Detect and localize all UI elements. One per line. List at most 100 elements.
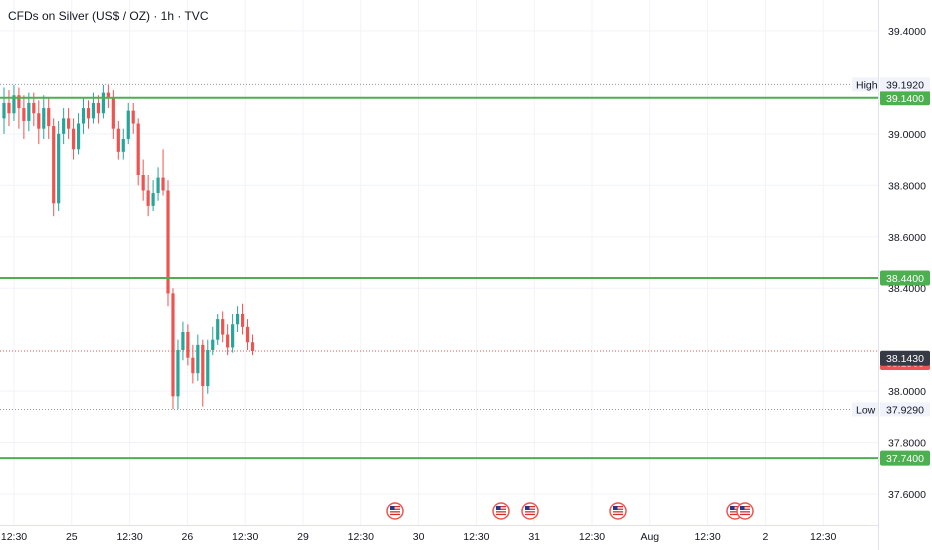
x-tick-label: 12:30 bbox=[116, 531, 142, 543]
x-tick-label: 12:30 bbox=[810, 531, 836, 543]
price-axis[interactable]: 39.4000 39.0000 38.8000 38.6000 38.4000 38.00… bbox=[888, 26, 926, 501]
flag-stripe bbox=[525, 508, 535, 510]
candle-body bbox=[32, 102, 36, 114]
event-markers[interactable] bbox=[386, 502, 754, 520]
candle-body bbox=[52, 126, 56, 204]
flag-canton bbox=[390, 506, 395, 510]
flag-stripe bbox=[613, 508, 623, 510]
x-tick-label: 12:30 bbox=[463, 531, 489, 543]
high-value: 39.1920 bbox=[886, 79, 924, 91]
candle-body bbox=[62, 118, 66, 134]
reference-dotted-lines bbox=[0, 83, 878, 410]
candle-body bbox=[240, 313, 245, 327]
flag-stripe bbox=[740, 506, 750, 508]
x-tick-label: 31 bbox=[528, 531, 540, 543]
flag-stripe bbox=[613, 511, 623, 513]
flag-canton bbox=[613, 506, 618, 510]
candle-body bbox=[57, 133, 61, 204]
y-tick-label: 39.4000 bbox=[888, 26, 926, 38]
level-tag-bg bbox=[880, 90, 930, 106]
flag-stripe bbox=[740, 508, 750, 510]
us-flag-icon[interactable] bbox=[609, 502, 627, 520]
y-tick-label: 37.6000 bbox=[888, 489, 926, 501]
candle-body bbox=[131, 110, 135, 124]
candle-body bbox=[86, 108, 91, 119]
flag-stripe bbox=[525, 506, 535, 508]
candle-body bbox=[226, 334, 230, 348]
candle-body bbox=[161, 177, 165, 191]
flag-stripe bbox=[525, 511, 535, 513]
flag-stripe bbox=[740, 513, 750, 516]
candle-body bbox=[22, 108, 26, 121]
time-axis[interactable]: 12:30 25 12:30 26 12:30 29 12:30 30 12:30 31 12:30… bbox=[1, 531, 837, 543]
x-tick-label: 12:30 bbox=[579, 531, 605, 543]
flag-canton bbox=[496, 506, 501, 510]
horizontal-levels[interactable] bbox=[0, 96, 878, 460]
level-tag-bg bbox=[880, 270, 930, 286]
candle-body bbox=[106, 92, 110, 98]
low-label: Low bbox=[856, 404, 876, 416]
candle-body bbox=[81, 108, 86, 124]
us-flag-icon[interactable] bbox=[521, 502, 539, 520]
flag-canton bbox=[525, 506, 530, 510]
candle-body bbox=[96, 102, 101, 114]
candle-body bbox=[176, 350, 180, 397]
candle-body bbox=[191, 357, 195, 374]
flag-stripe bbox=[525, 513, 535, 516]
flag-ring bbox=[736, 502, 754, 520]
y-tick-label: 38.6000 bbox=[888, 232, 926, 244]
us-flag-icon[interactable] bbox=[736, 502, 754, 520]
candle-body bbox=[7, 102, 11, 114]
high-value-bg bbox=[880, 77, 930, 92]
us-flag-icon[interactable] bbox=[386, 502, 404, 520]
candle-body bbox=[37, 113, 41, 129]
level-tag: 38.4400 bbox=[886, 273, 924, 285]
candle-body bbox=[156, 177, 160, 194]
y-tick-label: 38.8000 bbox=[888, 180, 926, 192]
candle-body bbox=[216, 319, 220, 340]
candle-body bbox=[221, 319, 225, 335]
candle-body bbox=[141, 175, 145, 191]
flag-stripe bbox=[613, 506, 623, 508]
flag-stripe bbox=[496, 513, 506, 516]
flag-ring bbox=[492, 502, 510, 520]
flag-stripe bbox=[390, 508, 400, 510]
candle-body bbox=[121, 138, 125, 152]
x-tick-label: 25 bbox=[66, 531, 78, 543]
candle-body bbox=[17, 95, 21, 109]
level-tag: 37.7400 bbox=[886, 453, 924, 465]
price-tags: 39.1400 38.4400 37.7400 High 39.1920 Low 37.92… bbox=[852, 77, 930, 466]
candle-body bbox=[101, 92, 105, 114]
prev-close-tag-bg bbox=[880, 350, 930, 366]
candle-body bbox=[196, 344, 200, 374]
us-flag-icon[interactable] bbox=[492, 502, 510, 520]
candle-body bbox=[235, 313, 240, 325]
flag-stripe bbox=[390, 511, 400, 513]
y-tick-label: 38.0000 bbox=[888, 386, 926, 398]
candle-body bbox=[211, 339, 215, 350]
candle-body bbox=[126, 110, 130, 139]
y-tick-label: 39.0000 bbox=[888, 129, 926, 141]
candle-body bbox=[116, 128, 120, 152]
candle-body bbox=[231, 324, 235, 348]
candle-body bbox=[206, 350, 210, 387]
flag-canton bbox=[740, 506, 745, 510]
low-label-bg bbox=[852, 402, 878, 417]
flag-stripe bbox=[730, 513, 740, 516]
candle-body bbox=[91, 102, 96, 119]
x-tick-label: Aug bbox=[640, 531, 659, 543]
flag-ring bbox=[386, 502, 404, 520]
x-tick-label: 12:30 bbox=[348, 531, 374, 543]
candle-body bbox=[42, 108, 46, 129]
low-value: 37.9290 bbox=[886, 404, 924, 416]
candle-body bbox=[76, 123, 81, 150]
y-tick-label: 38.4000 bbox=[888, 283, 926, 295]
candle-body bbox=[151, 193, 155, 206]
chart-title: CFDs on Silver (US$ / OZ) · 1h · TVC bbox=[8, 9, 209, 23]
candle-body bbox=[245, 326, 250, 343]
flag-ring bbox=[609, 502, 627, 520]
grid bbox=[0, 0, 878, 525]
flag-ring bbox=[521, 502, 539, 520]
x-tick-label: 12:30 bbox=[1, 531, 27, 543]
